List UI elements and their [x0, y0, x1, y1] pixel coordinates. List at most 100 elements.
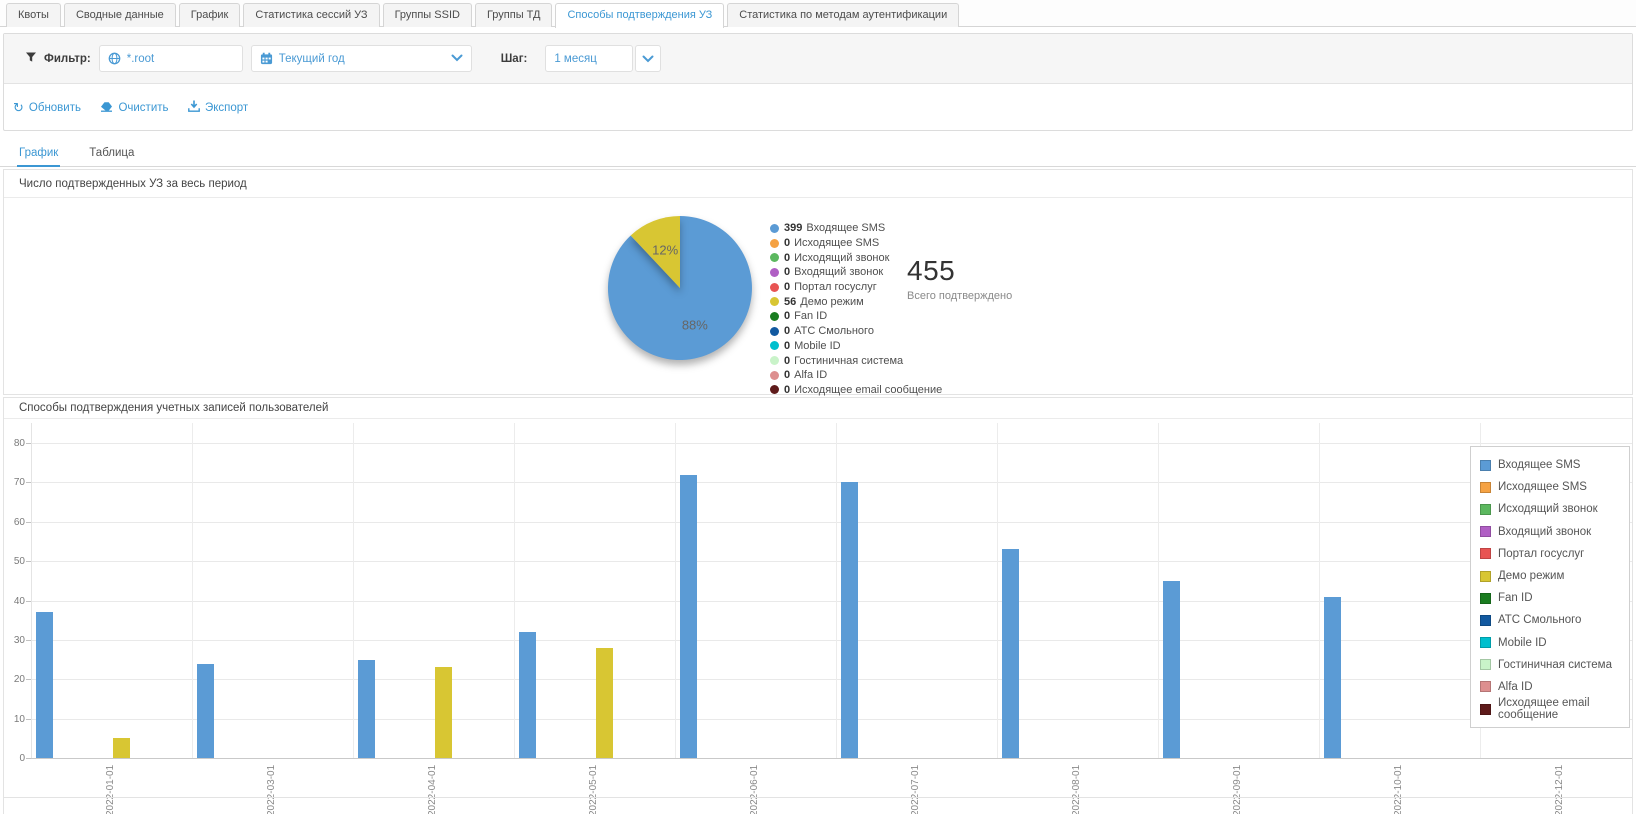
- period-chevron-down-icon[interactable]: [451, 53, 463, 65]
- legend-dot-icon: [770, 385, 779, 395]
- tab-0[interactable]: Квоты: [6, 3, 61, 27]
- pie-legend-label: Гостиничная система: [794, 354, 904, 367]
- x-axis-tick-label: 2022-08-01: [1071, 764, 1082, 814]
- pie-legend-label: Mobile ID: [794, 339, 841, 352]
- y-axis-tick-label: 60: [13, 516, 25, 528]
- bar-chart: 0 10 20 30 40 50 60 70 80 2022-01-01 2022-03-01 202…: [4, 419, 1632, 814]
- tab-6[interactable]: Способы подтверждения УЗ: [555, 3, 725, 28]
- bar-legend-item-1[interactable]: Исходящее SMS: [1471, 476, 1629, 498]
- pie-legend-value: 56: [784, 295, 797, 308]
- legend-swatch-icon: [1480, 659, 1491, 671]
- x-axis-line: [31, 758, 1632, 759]
- pie-legend-value: 399: [784, 222, 803, 235]
- bar-legend-label: Гостиничная система: [1498, 658, 1612, 671]
- bar-legend-item-4[interactable]: Портал госуслуг: [1471, 543, 1629, 565]
- x-axis-tick-label: 2022-12-01: [1554, 764, 1565, 814]
- section-bottom-border: [4, 797, 1632, 798]
- view-tab-bar: График Таблица: [0, 143, 1636, 167]
- bar-legend-item-0[interactable]: Входящее SMS: [1471, 454, 1629, 476]
- legend-swatch-icon: [1480, 503, 1491, 515]
- bar-Входящее SMS-2022-10-01: [1324, 596, 1341, 758]
- refresh-button[interactable]: ↻ Обновить: [13, 101, 81, 114]
- step-label: Шаг:: [500, 52, 528, 65]
- step-field[interactable]: 1 месяц: [545, 45, 634, 72]
- x-axis-tick-label: 2022-01-01: [105, 764, 116, 814]
- tab-5[interactable]: Группы ТД: [474, 3, 553, 27]
- bar-legend-item-3[interactable]: Входящий звонок: [1471, 521, 1629, 543]
- bar-legend-label: Исходящий звонок: [1498, 503, 1598, 516]
- pie-legend-label: Входящее SMS: [806, 222, 886, 235]
- filter-scope-input[interactable]: [126, 52, 234, 65]
- bar-legend-item-6[interactable]: Fan ID: [1471, 587, 1629, 609]
- pie-section: Число подтвержденных УЗ за весь период 8…: [3, 169, 1633, 396]
- legend-dot-icon: [770, 267, 779, 277]
- x-axis-tick-label: 2022-10-01: [1393, 764, 1404, 814]
- main-tab-bar: Квоты Сводные данные График Статистика сесс…: [0, 0, 1636, 28]
- tab-7[interactable]: Статистика по методам аутентификации: [727, 3, 960, 27]
- tab-3[interactable]: Статистика сессий УЗ: [243, 3, 380, 27]
- legend-swatch-icon: [1480, 526, 1491, 538]
- pie-legend-item-4: 0 Портал госуслуг: [770, 280, 942, 295]
- gridline-v: [514, 423, 515, 758]
- y-axis-tick: [26, 758, 31, 759]
- bar-legend-item-10[interactable]: Alfa ID: [1471, 676, 1629, 698]
- legend-swatch-icon: [1480, 703, 1491, 715]
- y-axis-tick: [26, 561, 31, 563]
- bar-legend-label: АТС Смольного: [1498, 614, 1582, 627]
- bar-legend-label: Исходящее email сообщение: [1498, 697, 1590, 722]
- pie-legend-item-1: 0 Исходящее SMS: [770, 236, 942, 251]
- step-chevron-button[interactable]: [635, 45, 662, 72]
- view-tab-1[interactable]: Таблица: [89, 147, 135, 159]
- pie-legend-label: Alfa ID: [794, 369, 828, 382]
- filter-period-value: Текущий год: [278, 52, 345, 65]
- filter-funnel-icon: [25, 50, 37, 68]
- globe-icon: [108, 52, 121, 65]
- y-axis-tick: [26, 482, 31, 484]
- legend-swatch-icon: [1480, 614, 1491, 626]
- y-axis-tick-label: 20: [13, 674, 25, 686]
- pie-legend-item-5: 56 Демо режим: [770, 294, 942, 309]
- gridline-h: [31, 639, 1632, 641]
- pie-legend-value: 0: [784, 310, 791, 323]
- gridline-v: [675, 423, 676, 758]
- view-tab-0[interactable]: График: [17, 143, 61, 167]
- gridline-v: [353, 423, 354, 758]
- gridline-h: [31, 718, 1632, 720]
- clear-button[interactable]: Очистить: [100, 101, 169, 115]
- x-axis-tick-label: 2022-03-01: [266, 764, 277, 814]
- filter-label: Фильтр:: [44, 52, 91, 65]
- y-axis-tick: [26, 639, 31, 641]
- bar-legend-label: Входящее SMS: [1498, 459, 1581, 472]
- total-confirmed-caption: Всего подтверждено: [907, 290, 1013, 302]
- y-axis-line: [31, 423, 32, 758]
- tab-2[interactable]: График: [178, 3, 241, 27]
- step-value: 1 месяц: [554, 52, 597, 65]
- legend-swatch-icon: [1480, 459, 1491, 471]
- filter-period-field[interactable]: Текущий год: [250, 45, 472, 72]
- pie-legend-label: Исходящий звонок: [794, 251, 890, 264]
- y-axis-tick: [26, 679, 31, 681]
- y-axis-tick-label: 30: [13, 634, 25, 646]
- bar-Входящее SMS-2022-05-01: [519, 632, 536, 758]
- pie-legend-item-0: 399 Входящее SMS: [770, 221, 942, 236]
- bar-legend-item-8[interactable]: Mobile ID: [1471, 632, 1629, 654]
- tab-1[interactable]: Сводные данные: [63, 3, 176, 27]
- bar-legend-item-11[interactable]: Исходящее email сообщение: [1471, 697, 1629, 722]
- x-axis-tick-label: 2022-09-01: [1232, 764, 1243, 814]
- pie-legend-label: Исходящее SMS: [794, 237, 880, 250]
- bar-legend-item-9[interactable]: Гостиничная система: [1471, 654, 1629, 676]
- legend-dot-icon: [770, 282, 779, 292]
- x-axis-tick-label: 2022-05-01: [588, 764, 599, 814]
- bar-legend-item-2[interactable]: Исходящий звонок: [1471, 498, 1629, 520]
- bar-legend-item-7[interactable]: АТС Смольного: [1471, 609, 1629, 631]
- pie-legend-value: 0: [784, 266, 791, 279]
- pie-legend-label: Входящий звонок: [794, 266, 884, 279]
- bar-Демо режим-2022-01-01: [113, 738, 130, 758]
- pie-slice-1: [630, 215, 680, 288]
- bar-legend-item-5[interactable]: Демо режим: [1471, 565, 1629, 587]
- legend-swatch-icon: [1480, 592, 1491, 604]
- filter-scope-field[interactable]: [98, 45, 243, 72]
- tab-4[interactable]: Группы SSID: [382, 3, 472, 27]
- export-button[interactable]: Экспорт: [188, 100, 248, 115]
- bar-Входящее SMS-2022-08-01: [1002, 549, 1019, 758]
